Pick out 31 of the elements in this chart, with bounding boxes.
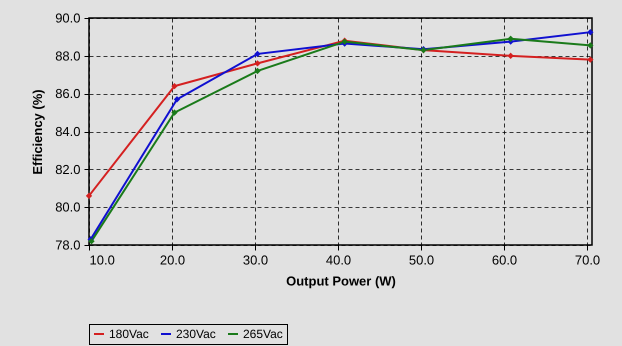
x-axis-title: Output Power (W): [286, 274, 396, 288]
point: [507, 52, 514, 59]
point: [171, 82, 178, 90]
x-tick-label: 40.0: [326, 252, 352, 268]
legend-label: 180Vac: [109, 327, 149, 341]
point: [587, 29, 594, 36]
x-tick-label: 10.0: [90, 252, 115, 268]
point: [254, 68, 261, 74]
x-tick-label: 60.0: [492, 252, 518, 268]
x-tick-label: 70.0: [574, 252, 600, 268]
y-tick-label: 88.0: [55, 48, 80, 64]
point: [587, 42, 594, 49]
point: [86, 192, 92, 199]
x-tick-label: 20.0: [160, 252, 186, 268]
y-tick-label: 90.0: [55, 10, 80, 26]
point: [254, 50, 261, 58]
point: [174, 96, 180, 103]
legend-label: 230Vac: [176, 327, 216, 341]
y-axis-title: Efficiency (%): [30, 89, 46, 175]
x-tick-label: 50.0: [408, 252, 434, 268]
y-tick-label: 78.0: [55, 238, 80, 252]
point: [171, 109, 178, 116]
point: [587, 56, 594, 63]
legend-label: 265Vac: [243, 327, 283, 341]
y-tick-label: 82.0: [55, 162, 80, 177]
point: [254, 60, 261, 67]
y-tick-label: 80.0: [55, 200, 80, 215]
x-tick-label: 30.0: [242, 252, 268, 268]
y-tick-label: 86.0: [55, 86, 80, 102]
point: [507, 36, 514, 42]
y-tick-label: 84.0: [55, 124, 80, 139]
